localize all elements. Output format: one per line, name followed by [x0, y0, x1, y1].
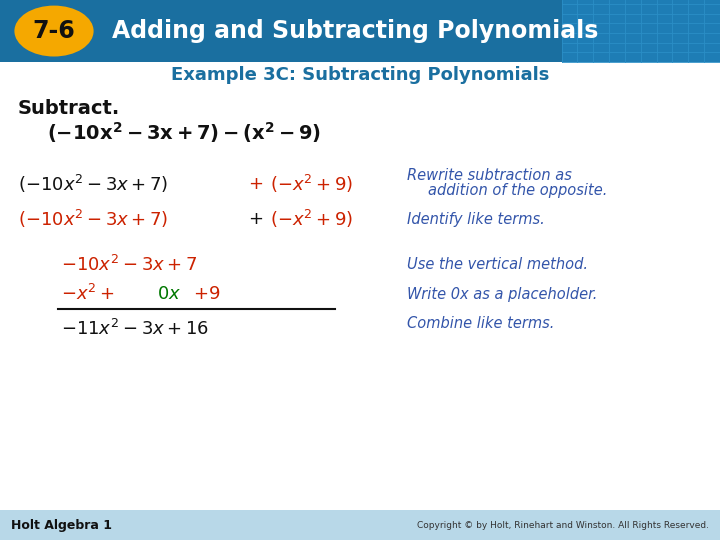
Text: $(-x^2 + 9)$: $(-x^2 + 9)$: [270, 208, 353, 230]
Bar: [0, 0, 720, 62]
Text: $-x^2 +$: $-x^2 +$: [61, 284, 115, 305]
Text: Rewrite subtraction as: Rewrite subtraction as: [407, 168, 572, 183]
Ellipse shape: [14, 5, 94, 57]
Text: $+ 9$: $+ 9$: [193, 285, 220, 303]
Text: $+$: $+$: [248, 174, 264, 193]
Text: Combine like terms.: Combine like terms.: [407, 316, 554, 332]
Text: $+$: $+$: [248, 210, 264, 228]
Text: addition of the opposite.: addition of the opposite.: [428, 183, 608, 198]
Text: Write 0x as a placeholder.: Write 0x as a placeholder.: [407, 287, 597, 302]
Text: Copyright © by Holt, Rinehart and Winston. All Rights Reserved.: Copyright © by Holt, Rinehart and Winsto…: [417, 521, 709, 530]
Text: Example 3C: Subtracting Polynomials: Example 3C: Subtracting Polynomials: [171, 65, 549, 84]
Text: $-11x^2 - 3x  + 16$: $-11x^2 - 3x + 16$: [61, 319, 210, 340]
Text: Identify like terms.: Identify like terms.: [407, 212, 544, 227]
Text: $(-10x^2 - 3x + 7)$: $(-10x^2 - 3x + 7)$: [18, 173, 168, 194]
Text: $-10x^2 - 3x + 7$: $-10x^2 - 3x + 7$: [61, 254, 197, 275]
Text: Adding and Subtracting Polynomials: Adding and Subtracting Polynomials: [112, 19, 598, 43]
Bar: [0, 510, 720, 540]
Text: $0x$: $0x$: [157, 285, 181, 303]
Text: 7-6: 7-6: [32, 19, 76, 43]
Text: $\mathbf{(-10x^2 - 3x + 7) - (x^2 - 9)}$: $\mathbf{(-10x^2 - 3x + 7) - (x^2 - 9)}$: [47, 120, 321, 145]
Text: Use the vertical method.: Use the vertical method.: [407, 257, 588, 272]
Text: Holt Algebra 1: Holt Algebra 1: [11, 518, 112, 532]
Bar: [562, 0, 720, 62]
Text: $(-10x^2 - 3x + 7)$: $(-10x^2 - 3x + 7)$: [18, 208, 168, 230]
Text: Subtract.: Subtract.: [18, 98, 120, 118]
Text: $(-x^2 + 9)$: $(-x^2 + 9)$: [270, 173, 353, 194]
